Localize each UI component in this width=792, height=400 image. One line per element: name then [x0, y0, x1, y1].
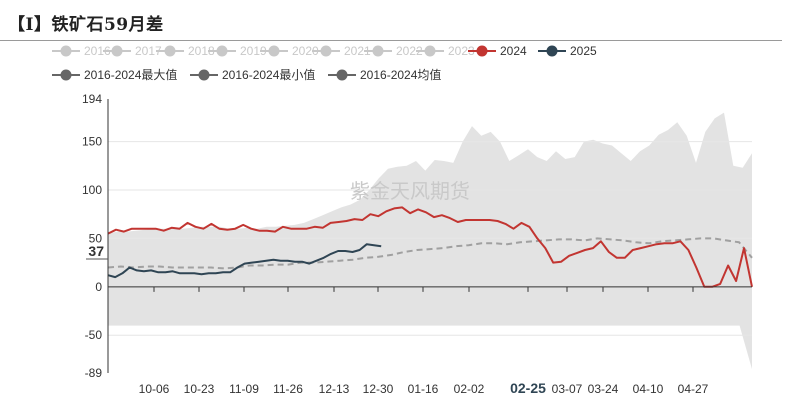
legend-label: 2022: [396, 44, 423, 58]
grid-lines: [108, 141, 752, 336]
y-tick-label: -50: [85, 328, 103, 342]
legend-item-2017[interactable]: 2017: [103, 44, 162, 58]
x-tick-label: 04-27: [678, 382, 709, 396]
legend-label: 2024: [500, 44, 527, 58]
series-lines: [107, 206, 753, 288]
chart-legend: 2016 2017 2018 2019 2020 2021 2022 2023 2024 2025…: [0, 42, 792, 86]
series-2024-line: [107, 206, 753, 288]
series-2025-line: [107, 243, 382, 279]
y-tick-label: 100: [82, 183, 102, 197]
min-band: [108, 286, 752, 370]
legend-item-2016-2024最大值[interactable]: 2016-2024最大值: [52, 66, 177, 83]
y-tick-label: -89: [85, 366, 103, 380]
legend-label: 2016: [84, 44, 111, 58]
y-tick-label: 194: [82, 92, 102, 106]
legend-marker-icon: [364, 45, 392, 57]
y-tick-label: 0: [95, 280, 102, 294]
legend-item-2016-2024最小值[interactable]: 2016-2024最小值: [190, 66, 315, 83]
legend-item-2022[interactable]: 2022: [364, 44, 423, 58]
legend-label: 2021: [344, 44, 371, 58]
x-tick-label: 11-09: [229, 382, 259, 396]
x-highlight-label: 02-25: [510, 380, 546, 396]
legend-label: 2023: [448, 44, 475, 58]
legend-label: 2019: [240, 44, 267, 58]
legend-label: 2018: [188, 44, 215, 58]
legend-item-2023[interactable]: 2023: [416, 44, 475, 58]
legend-item-2024[interactable]: 2024: [468, 44, 527, 58]
legend-marker-icon: [52, 69, 80, 80]
legend-label: 2016-2024最大值: [84, 68, 178, 82]
legend-marker-icon: [328, 69, 356, 80]
legend-marker-icon: [156, 45, 184, 57]
legend-marker-icon: [416, 45, 444, 57]
legend-label: 2025: [570, 44, 597, 58]
y-tick-label: 150: [82, 135, 102, 149]
legend-label: 2016-2024最小值: [222, 68, 316, 82]
legend-label: 2017: [135, 44, 162, 58]
x-tick-label: 01-16: [408, 382, 439, 396]
legend-item-2018[interactable]: 2018: [156, 44, 215, 58]
legend-marker-icon: [190, 69, 218, 80]
x-tick-label: 11-26: [273, 382, 303, 396]
y-highlight-label: 37: [88, 243, 104, 259]
legend-label: 2016-2024均值: [360, 68, 442, 82]
x-tick-label: 10-23: [184, 382, 215, 396]
legend-item-2020[interactable]: 2020: [260, 44, 319, 58]
chart-title: 【I】铁矿石59月差: [8, 15, 164, 35]
legend-marker-icon: [208, 45, 236, 57]
y-tick-label: 50: [89, 231, 103, 245]
mean-line: [107, 237, 753, 270]
x-tick-label: 04-10: [633, 382, 664, 396]
range-band: [108, 112, 752, 370]
x-axis-ticks: 10-06 10-23 11-09 11-26 12-13 12-30 01-16 02-02…: [139, 286, 709, 396]
legend-item-2021[interactable]: 2021: [312, 44, 371, 58]
x-tick-label: 03-24: [588, 382, 619, 396]
max-band: [108, 112, 752, 287]
legend-item-2016[interactable]: 2016: [52, 44, 111, 58]
legend-marker-icon: [103, 45, 131, 57]
legend-item-2025[interactable]: 2025: [538, 44, 597, 58]
legend-marker-icon: [260, 45, 288, 57]
legend-marker-icon: [312, 45, 340, 57]
x-tick-label: 12-30: [363, 382, 394, 396]
axes: 37: [86, 99, 752, 373]
legend-item-2016-2024均值[interactable]: 2016-2024均值: [328, 66, 441, 83]
x-tick-label: 03-07: [552, 382, 583, 396]
legend-marker-icon: [468, 45, 496, 57]
y-axis-ticks: 194 150 100 50 0 -50 -89: [82, 92, 102, 380]
legend-marker-icon: [52, 45, 80, 57]
x-tick-label: 12-13: [319, 382, 350, 396]
x-tick-label: 10-06: [139, 382, 170, 396]
legend-item-2019[interactable]: 2019: [208, 44, 267, 58]
legend-label: 2020: [292, 44, 319, 58]
x-tick-label: 02-02: [454, 382, 485, 396]
watermark: 紫金天风期货: [350, 180, 470, 203]
title-divider: [0, 40, 782, 41]
legend-marker-icon: [538, 45, 566, 57]
